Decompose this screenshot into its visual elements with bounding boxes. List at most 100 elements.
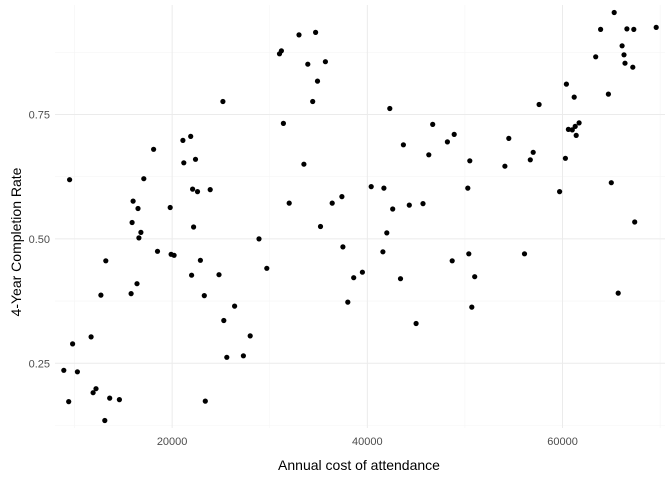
scatter-point [380,249,386,255]
tick-labels: 20000 40000 60000 0.25 0.50 0.75 [29,109,578,448]
scatter-point [565,126,572,132]
scatter-point [624,26,630,32]
scatter-point [530,149,536,155]
y-tick-label: 0.75 [29,109,50,121]
scatter-point [502,163,508,169]
scatter-point [116,397,122,403]
scatter-point [420,201,426,207]
scatter-point [216,272,222,278]
scatter-point [571,94,577,100]
scatter-point [329,200,335,206]
scatter-point [280,120,286,126]
y-tick-label: 0.50 [29,234,50,246]
scatter-point [345,299,351,305]
y-axis-title: 4-Year Completion Rate [8,167,24,316]
scatter-point [387,105,393,112]
scatter-point [465,185,471,191]
scatter-point [190,186,196,192]
scatter-point [154,248,161,254]
scatter-point [400,142,406,148]
scatter-point [90,390,96,396]
scatter-point [521,251,528,257]
scatter-point [563,81,570,87]
scatter-point [128,291,134,297]
scatter-point [278,48,284,54]
scatter-point [207,187,213,193]
x-tick-label: 60000 [547,436,578,448]
scatter-point [413,320,419,327]
scatter-point [224,354,230,360]
scatter-point [536,101,542,108]
scatter-point [632,219,638,225]
scatter-point [188,133,194,139]
scatter-point [653,24,659,30]
scatter-point [317,223,324,230]
scatter-point [191,224,197,230]
scatter-point [615,290,621,296]
scatter-point [449,258,455,264]
scatter-point [201,293,207,299]
scatter-point [151,146,157,152]
scatter-point [390,206,396,212]
scatter-point [264,265,270,271]
scatter-point [93,386,99,392]
scatter-point [192,156,199,162]
scatter-point [70,341,76,347]
x-tick-label: 40000 [352,436,383,448]
scatter-point [611,9,617,16]
scatter-point [202,398,208,404]
scatter-point [467,158,473,164]
scatter-point [67,177,73,183]
scatter-point [444,139,450,145]
scatter-point [129,219,135,226]
scatter-point [339,194,345,200]
x-axis-title: Annual cost of attendance [278,457,440,473]
scatter-point [141,176,147,182]
scatter-point [130,198,136,204]
scatter-point [240,353,246,359]
scatter-point [621,52,627,58]
scatter-point [631,26,637,32]
scatter-point [138,229,144,235]
scatter-point [256,236,262,242]
scatter-point [74,369,80,375]
scatter-point [313,29,319,35]
scatter-point [103,258,109,264]
scatter-point [598,26,604,32]
scatter-point [301,161,307,167]
scatter-point [572,123,578,129]
scatter-point [466,251,472,257]
scatter-point [573,132,579,138]
scatter-point [469,304,475,310]
scatter-point [66,399,72,405]
y-tick-label: 0.25 [29,358,50,370]
scatter-point [608,180,614,186]
scatter-point [232,303,238,309]
scatter-point [576,120,582,126]
scatter-point [136,235,142,241]
gridlines [55,5,665,428]
scatter-point [630,64,636,70]
scatter-point [61,367,67,373]
scatter-point [506,135,512,141]
scatter-point [340,244,346,250]
scatter-point [557,189,563,195]
scatter-point [189,272,195,278]
scatter-point [98,292,104,298]
scatter-point [194,189,201,195]
scatter-point [305,61,311,67]
x-tick-label: 20000 [157,436,188,448]
scatter-point [605,91,612,97]
scatter-point [247,333,253,339]
scatter-point [221,317,227,324]
scatter-point [562,155,569,161]
scatter-point [314,78,321,84]
scatter-point [569,127,575,133]
scatter-point [286,200,292,206]
scatter-point [181,160,187,166]
scatter-point [397,276,404,282]
scatter-point [197,257,203,263]
scatter-point [135,205,141,212]
scatter-point [134,281,140,287]
